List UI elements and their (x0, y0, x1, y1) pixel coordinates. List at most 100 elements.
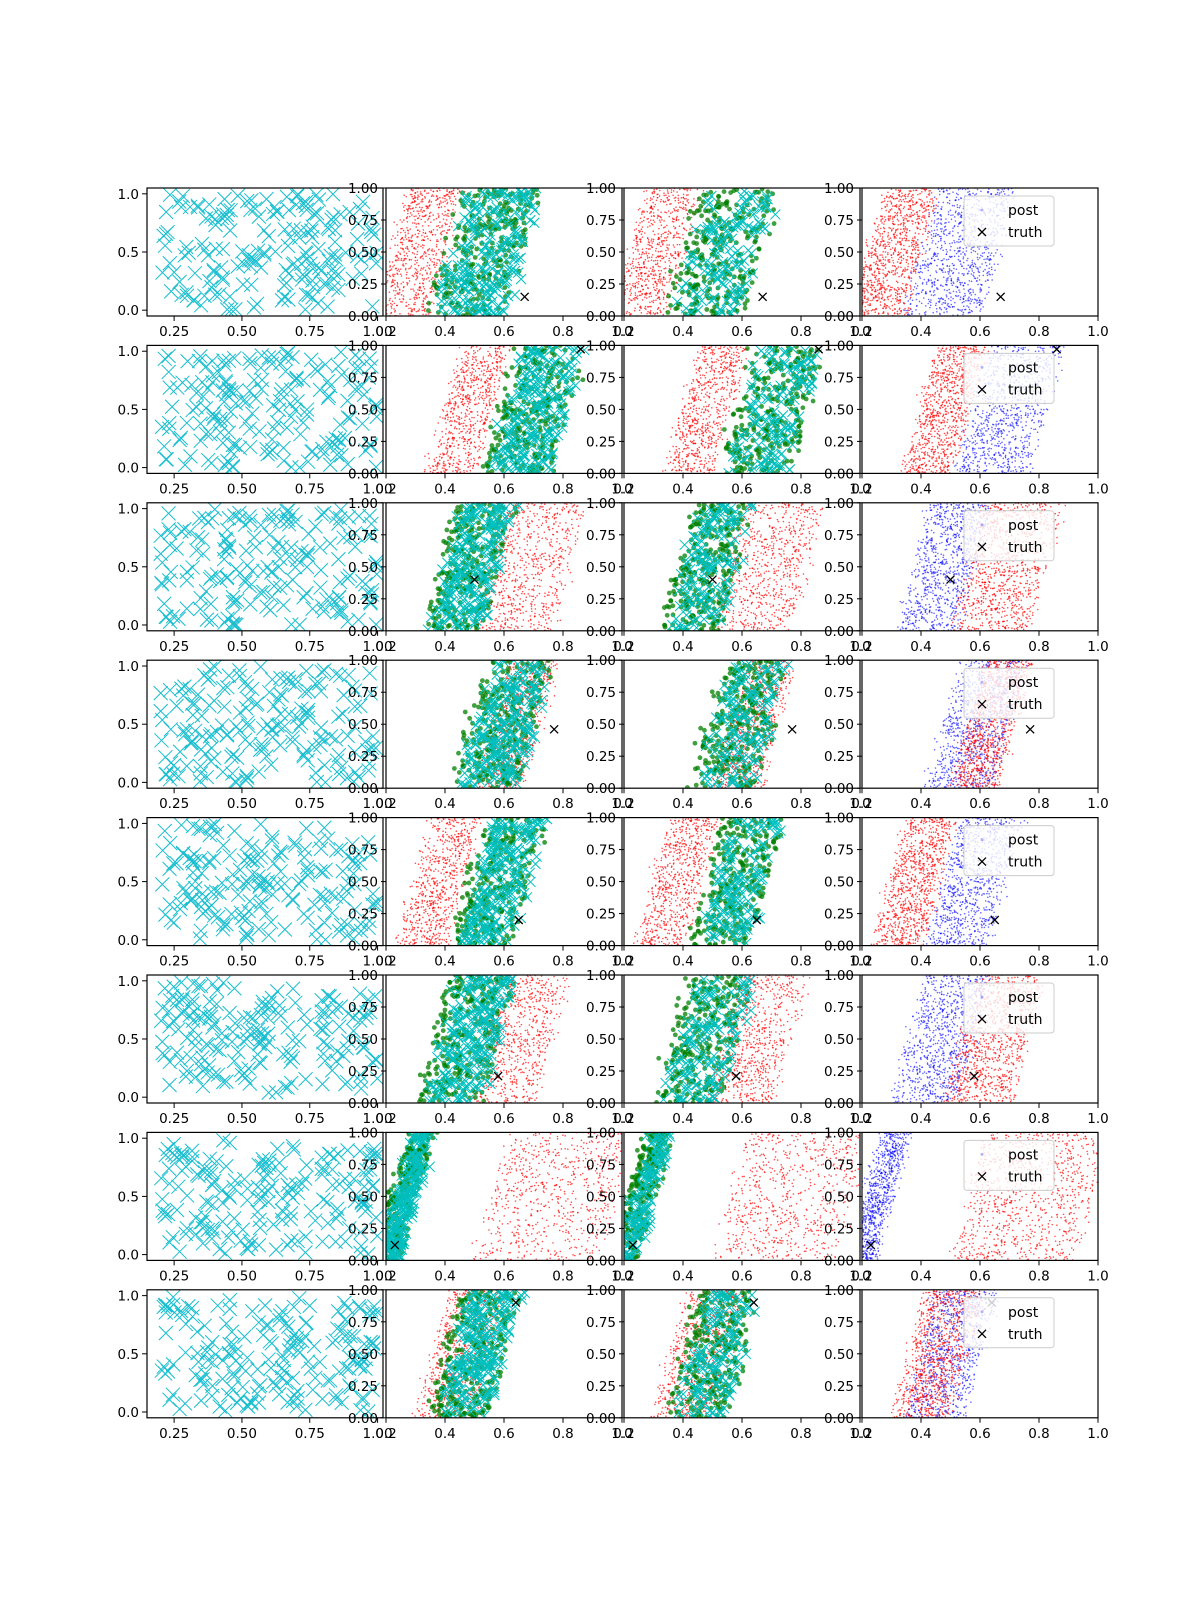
green-sample-point (700, 238, 706, 244)
prior-point (639, 278, 642, 280)
prior-point (392, 281, 395, 284)
prior-point (649, 225, 651, 227)
prior-point (888, 219, 890, 222)
post-point (981, 255, 984, 258)
prior-point (396, 223, 398, 226)
prior-point (910, 272, 913, 274)
cyan-sample-marker (691, 259, 703, 271)
prior-point (631, 284, 634, 287)
prior-point (403, 251, 405, 253)
prior-point (632, 265, 634, 267)
prior-point (659, 266, 661, 268)
prior-point (661, 219, 663, 221)
prior-point (617, 298, 619, 300)
prior-point (453, 195, 456, 198)
prior-point (401, 241, 403, 244)
prior-point (904, 193, 907, 196)
prior-point (890, 254, 893, 256)
green-sample-point (679, 289, 685, 295)
prior-point (867, 297, 869, 299)
prior-point (451, 420, 453, 423)
cyan-sample-marker (469, 228, 481, 239)
prior-point (444, 223, 447, 226)
prior-point (394, 237, 397, 239)
cyan-sample-marker (438, 309, 450, 316)
green-sample-point (704, 192, 709, 198)
prior-point (878, 277, 880, 280)
prior-point (412, 275, 415, 278)
grid-sample-marker (320, 299, 335, 314)
cyan-sample-marker (469, 199, 481, 210)
prior-point (413, 290, 415, 292)
prior-point (391, 300, 394, 303)
prior-point (417, 212, 420, 215)
prior-point (891, 286, 893, 289)
prior-point (902, 221, 905, 224)
post-point (911, 299, 914, 302)
prior-point (675, 216, 678, 219)
green-sample-point (460, 313, 466, 316)
prior-point (440, 251, 442, 253)
prior-point (877, 313, 880, 315)
cyan-sample-marker (479, 241, 491, 252)
prior-point (475, 346, 478, 348)
prior-point (434, 430, 437, 432)
prior-point (911, 200, 914, 202)
prior-point (638, 257, 640, 260)
post-point (990, 192, 993, 195)
post-point (924, 228, 927, 230)
post-point (1002, 190, 1005, 193)
prior-point (675, 209, 678, 212)
grid-sample-marker (310, 296, 326, 311)
prior-point (634, 286, 637, 289)
prior-point (929, 201, 931, 203)
prior-point (499, 351, 502, 353)
prior-point (676, 243, 679, 246)
prior-point (444, 197, 446, 200)
prior-point (903, 228, 905, 230)
prior-point (462, 422, 465, 425)
post-point (925, 283, 928, 285)
prior-point (902, 198, 905, 201)
prior-point (408, 250, 410, 252)
prior-point (437, 216, 440, 219)
prior-point (686, 213, 689, 216)
post-point (947, 271, 949, 273)
prior-point (476, 350, 479, 352)
prior-point (400, 227, 402, 230)
prior-point (650, 244, 652, 247)
prior-point (646, 287, 649, 289)
prior-point (437, 445, 440, 448)
prior-point (864, 297, 866, 300)
prior-point (473, 399, 476, 401)
prior-point (856, 287, 858, 289)
post-point (918, 275, 921, 278)
prior-point (669, 261, 672, 264)
grid-sample-marker (331, 282, 346, 298)
post-point (935, 307, 938, 310)
x-tick-label-r0-c1: 0.8 (552, 324, 573, 340)
prior-point (413, 273, 416, 275)
post-point (984, 261, 987, 264)
post-point (956, 286, 959, 289)
prior-point (429, 239, 432, 242)
prior-point (890, 208, 893, 210)
prior-point (914, 272, 917, 274)
x-tick-label-r1-c0: 0.25 (159, 481, 189, 497)
post-point (970, 248, 973, 250)
prior-point (898, 195, 901, 197)
prior-point (396, 254, 398, 257)
prior-point (629, 263, 632, 266)
post-point (965, 250, 968, 252)
prior-point (907, 307, 910, 309)
grid-sample-marker (342, 410, 358, 426)
prior-point (402, 290, 404, 292)
prior-point (416, 297, 418, 300)
post-point (939, 247, 942, 250)
post-point (978, 248, 980, 250)
prior-point (469, 423, 472, 426)
prior-point (912, 246, 915, 248)
post-point (953, 255, 956, 258)
grid-sample-marker (325, 188, 341, 202)
post-point (959, 260, 961, 263)
